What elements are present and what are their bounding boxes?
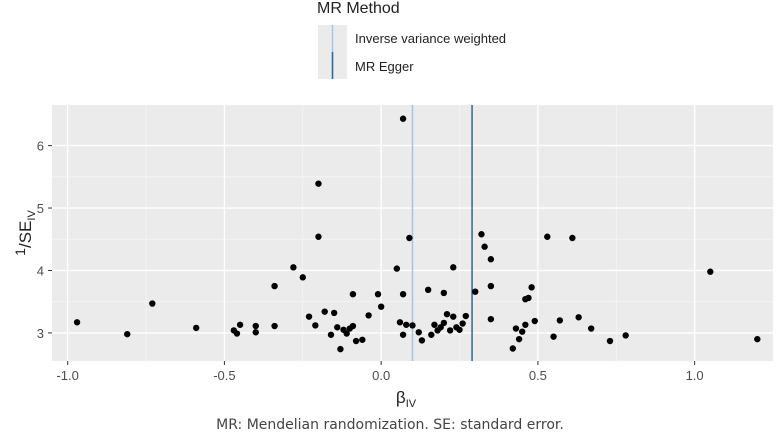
data-point <box>550 333 557 340</box>
data-point <box>290 264 297 271</box>
x-tick-label: 0.0 <box>372 368 390 383</box>
data-point <box>418 337 426 344</box>
x-tick-label: -1.0 <box>56 368 78 383</box>
data-point <box>428 331 435 338</box>
data-point <box>587 325 595 332</box>
data-point <box>515 335 523 343</box>
data-point <box>556 317 564 324</box>
data-point <box>349 322 357 330</box>
data-point <box>415 329 422 336</box>
data-point <box>352 337 360 345</box>
data-point <box>321 308 328 315</box>
data-point <box>459 320 466 327</box>
data-point <box>487 256 495 263</box>
data-point <box>315 180 322 187</box>
data-point <box>299 274 306 281</box>
data-point <box>575 314 582 321</box>
data-point <box>424 286 432 294</box>
data-point <box>327 331 335 338</box>
x-tick-label: 1.0 <box>686 368 704 383</box>
data-point <box>399 290 407 298</box>
data-point <box>124 330 131 338</box>
data-point <box>271 322 278 330</box>
y-tick-label: 6 <box>37 139 44 154</box>
data-point <box>512 325 520 332</box>
data-point <box>396 319 404 326</box>
legend-label-egger: MR Egger <box>355 59 414 74</box>
data-point <box>252 329 259 336</box>
svg-text:1/SEIV: 1/SEIV <box>12 210 38 256</box>
data-point <box>406 234 413 242</box>
data-point <box>456 326 463 333</box>
data-point <box>443 310 451 318</box>
data-point <box>440 319 448 327</box>
data-point <box>377 303 385 310</box>
y-axis-title: 1/SEIV <box>12 210 38 256</box>
data-point <box>440 289 448 297</box>
y-tick-label: 3 <box>37 326 44 341</box>
y-tick-label: 4 <box>37 263 44 278</box>
data-point <box>359 336 366 343</box>
data-point <box>519 328 526 335</box>
data-point <box>528 284 535 291</box>
data-point <box>305 313 313 320</box>
data-point <box>343 330 350 337</box>
data-point <box>522 321 529 328</box>
data-point <box>509 345 517 352</box>
data-point <box>315 233 322 240</box>
data-point <box>334 324 341 331</box>
figure-caption: MR: Mendelian randomization. SE: standar… <box>216 417 564 433</box>
data-point <box>431 321 438 328</box>
data-point <box>252 322 259 330</box>
data-point <box>337 345 344 353</box>
data-point <box>531 317 538 325</box>
y-tick-label: 5 <box>37 201 44 216</box>
data-point <box>365 312 372 319</box>
x-axis-title: βIV <box>396 388 417 410</box>
data-point <box>349 290 357 298</box>
legend: MR Method Inverse variance weighted MR E… <box>317 0 506 79</box>
data-point <box>374 290 382 298</box>
data-point <box>399 331 407 338</box>
data-point <box>271 282 278 290</box>
data-point <box>707 268 714 275</box>
data-points <box>73 115 761 353</box>
data-point <box>622 332 629 339</box>
funnel-plot: MR Method Inverse variance weighted MR E… <box>12 0 773 410</box>
data-point <box>569 234 576 242</box>
x-axis: -1.0 -0.5 0.0 0.5 1.0 <box>56 361 704 383</box>
data-point <box>193 324 200 332</box>
data-point <box>312 322 319 329</box>
data-point <box>487 315 495 323</box>
data-point <box>471 288 479 295</box>
y-axis: 3 4 5 6 <box>37 139 52 341</box>
data-point <box>149 300 156 307</box>
x-tick-label: -0.5 <box>213 368 235 383</box>
data-point <box>450 264 457 271</box>
data-point <box>487 282 495 290</box>
legend-label-ivw: Inverse variance weighted <box>355 31 506 46</box>
data-point <box>525 294 532 302</box>
data-point <box>393 265 401 272</box>
data-point <box>330 309 338 317</box>
data-point <box>450 313 457 320</box>
data-point <box>403 321 410 328</box>
data-point <box>73 319 81 326</box>
x-tick-label: 0.5 <box>529 368 547 383</box>
data-point <box>233 330 241 337</box>
legend-title: MR Method <box>317 0 400 17</box>
data-point <box>236 321 244 328</box>
method-lines <box>411 105 473 361</box>
data-point <box>606 337 614 345</box>
data-point <box>399 115 407 122</box>
data-point <box>544 233 551 240</box>
data-point <box>481 243 488 250</box>
data-point <box>409 322 416 329</box>
data-point <box>462 312 469 320</box>
data-point <box>446 327 454 334</box>
data-point <box>478 231 485 238</box>
data-point <box>754 335 761 343</box>
